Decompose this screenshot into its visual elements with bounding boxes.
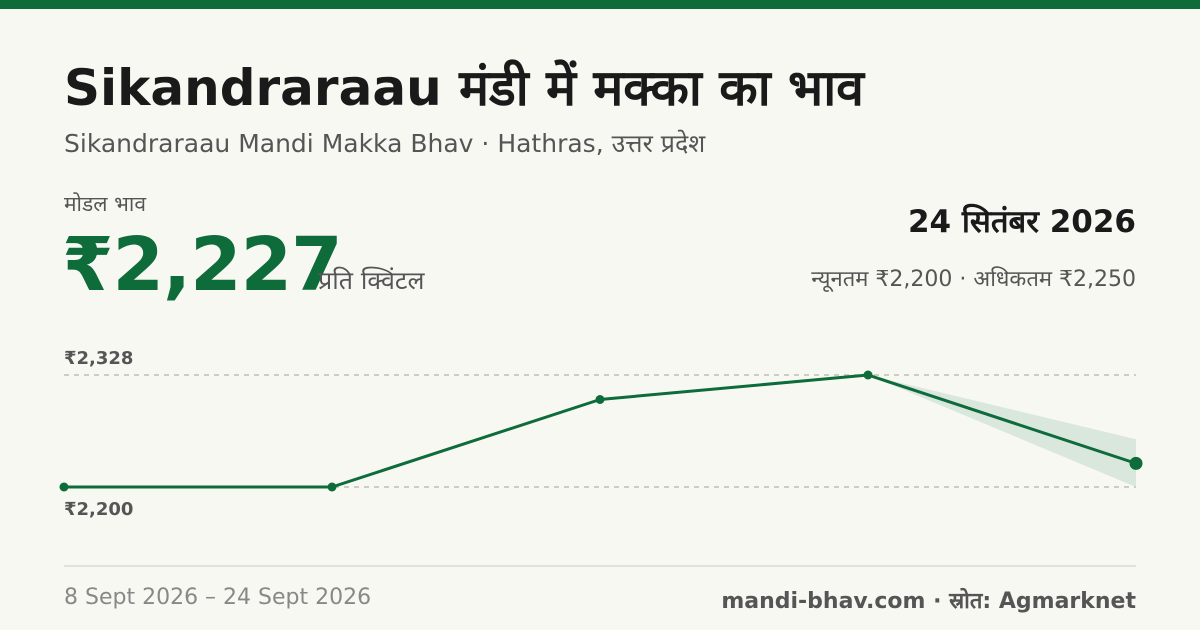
data-point (595, 395, 605, 404)
price-line-chart: ₹2,328 ₹2,200 (59, 348, 1143, 520)
min-max-range: न्यूनतम ₹2,200 · अधिकतम ₹2,250 (811, 267, 1136, 292)
footer-date-range: 8 Sept 2026 – 24 Sept 2026 (64, 585, 372, 610)
price-unit: प्रति क्विंटल (318, 266, 425, 295)
data-point (1129, 456, 1143, 470)
footer-source: mandi-bhav.com · स्रोत: Agmarknet (721, 589, 1136, 614)
data-point (863, 370, 873, 380)
page-subtitle: Sikandraraau Mandi Makka Bhav · Hathras,… (64, 129, 706, 158)
data-point (59, 482, 69, 492)
modal-price-value: ₹2,227 (62, 222, 343, 308)
series-line (64, 373, 1137, 489)
price-date: 24 सितंबर 2026 (907, 204, 1136, 240)
y-tick-label-bottom: ₹2,200 (64, 499, 133, 520)
top-accent-bar (0, 0, 1200, 9)
footer-divider (64, 565, 1136, 567)
y-tick-label-top: ₹2,328 (64, 348, 133, 369)
min-max-band (868, 375, 1136, 487)
page-title: Sikandraraau मंडी में मक्का का भाव (64, 59, 864, 117)
data-point (327, 482, 337, 492)
modal-price-label: मोडल भाव (64, 192, 147, 216)
